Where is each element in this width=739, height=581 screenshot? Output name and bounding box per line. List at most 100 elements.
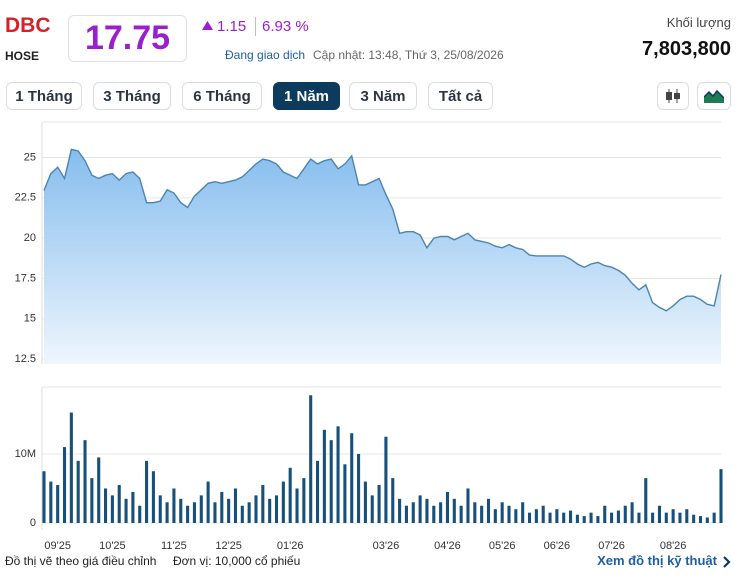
updated: Cập nhật: 13:48, Thứ 3, 25/08/2026 [313,48,504,62]
volume-bar [391,478,395,523]
volume-bar [350,433,354,523]
volume-bar [527,512,532,523]
x-tick-label: 01'26 [277,540,304,552]
y-tick-label: 22.5 [15,192,36,204]
volume-bar [329,440,333,523]
price-box: 17.75 [68,15,187,62]
volume-bar [145,460,149,523]
volume-bar [158,495,162,523]
volume-bar [42,471,46,523]
volume-bar [199,495,203,523]
volume-bar [719,469,723,523]
y-tick-label: 20 [24,232,36,244]
x-tick-label: 06'26 [544,540,571,552]
volume-bar [418,495,422,523]
volume-bar [521,502,525,523]
volume-bar [343,464,347,523]
volume-bar [548,512,552,523]
volume-bar [610,512,614,523]
volume-bar [104,488,108,523]
volume-bar [534,509,538,523]
volume-bar [698,516,703,523]
range-tab[interactable]: 3 Năm [349,82,417,110]
up-arrow [202,21,213,30]
volume-bar [596,516,600,523]
divider [255,17,256,36]
volume-bar [507,505,511,523]
volume-bar [671,509,675,523]
volume-bar [493,509,497,523]
volume-bar [281,481,285,523]
volume-bar [295,488,299,523]
range-tab[interactable]: 6 Tháng [182,82,262,110]
symbol: DBC [5,14,51,37]
volume-bar [466,488,470,523]
x-tick-label: 07'26 [598,540,625,552]
volume-bar [432,505,436,523]
volume-bar [165,502,169,523]
volume-bar [62,447,67,523]
footer-note: Đồ thị vẽ theo giá điều chỉnh [5,554,157,568]
volume-bar [425,498,429,523]
price-line [43,148,722,312]
volume-bar [439,502,443,523]
volume-bar [712,512,716,523]
range-tab[interactable]: 3 Tháng [93,82,171,110]
volume-bar [411,502,415,523]
volume-bar [480,505,484,523]
volume-bar [268,498,272,523]
volume-bar [90,478,94,523]
y-tick-label: 12.5 [15,353,36,365]
volume-bar [131,491,135,523]
volume-bar [247,502,251,523]
volume-bar [309,395,313,523]
volume-bar [186,505,190,523]
volume-bar [56,485,60,523]
change: 1.15 [217,18,247,35]
volume-bar [623,505,627,523]
x-tick-label: 09'25 [44,540,71,552]
volume-bar [589,512,593,523]
volume-bar [274,495,279,523]
y-tick-label: 17.5 [15,272,36,284]
volume-bar [569,510,573,523]
tech-chart-link[interactable]: Xem đồ thị kỹ thuật [597,553,717,568]
volume-bar [555,509,559,523]
volume-bar [97,457,101,523]
volume-bar [288,467,292,523]
volume-bar [486,498,491,523]
range-tab[interactable]: 1 Năm [273,82,340,110]
change-pct: 6.93 % [262,18,309,35]
price-area [44,149,721,364]
volume-bar [637,512,641,523]
volume-bar [500,502,504,523]
volume-bar [370,495,374,523]
candle-toggle[interactable] [657,82,689,110]
range-tab[interactable]: Tất cả [428,82,493,110]
volume-bar [315,460,320,523]
volume-bar [705,517,709,523]
x-tick-label: 11'25 [161,540,187,552]
volume-bar [261,485,265,523]
volume-bar [357,453,361,523]
volume-bar [603,505,607,523]
volume-bar [172,488,176,523]
volume-bar [630,502,634,523]
volume-bar [240,505,244,523]
range-tab[interactable]: 1 Tháng [6,82,82,110]
volume-bar [76,460,80,523]
x-tick-label: 12'25 [215,540,242,552]
volume-bar [575,514,579,523]
x-tick-label: 03'26 [373,540,400,552]
volume-bar [336,426,340,523]
area-toggle[interactable] [697,82,731,110]
volume-bar [582,516,586,523]
footer-unit: Đơn vị: 10,000 cổ phiếu [173,554,301,568]
x-tick-label: 08'26 [660,540,687,552]
volume-bar [124,498,128,523]
x-tick-label: 10'25 [99,540,126,552]
exchange: HOSE [5,49,40,63]
volume-bar [445,491,450,523]
